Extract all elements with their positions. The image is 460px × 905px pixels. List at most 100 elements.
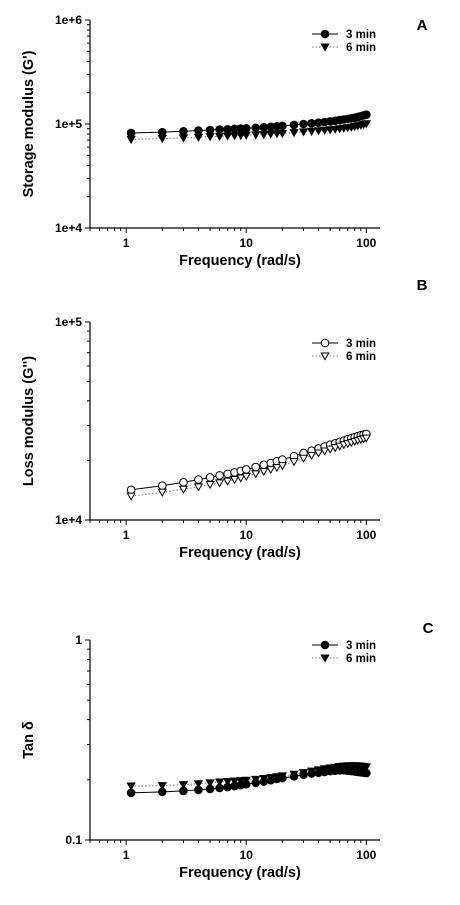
panel-a-y-tick-label-0: 1e+4: [55, 221, 82, 235]
panel-c-series-1-point: [178, 781, 189, 790]
panel-b-series-1-point: [251, 470, 261, 479]
panel-c: 1 10 100 0.1 1 Frequency (rad/s) Tan δ C 3 min6 …: [21, 620, 434, 881]
panel-b-legend-label-0: 3 min: [346, 338, 376, 350]
panel-b-series-1-point: [193, 483, 204, 492]
panel-a-series-0-point: [278, 121, 287, 131]
panel-c-x-tick-label-0: 1: [123, 848, 130, 862]
panel-a-series-1-point: [361, 120, 371, 129]
panel-a-series-1-point: [289, 129, 299, 138]
panel-b-y-tick-label-0: 1e+4: [55, 513, 82, 527]
panel-c-y-tick-label-1: 1: [75, 633, 82, 647]
panel-b-x-tick-label-1: 10: [240, 528, 254, 542]
panel-b-series-1-point: [306, 451, 317, 461]
panel-c-series-1-point: [361, 763, 371, 772]
panel-a-legend-label-1: 6 min: [346, 42, 376, 54]
panel-c-series-1-point: [157, 782, 167, 791]
panel-c-y-tick-label-0: 0.1: [65, 833, 82, 847]
panel-a-series-1-point: [259, 131, 269, 140]
panel-b-y-tick-label-1: 1e+5: [55, 315, 82, 329]
panel-a-series-0-point: [215, 125, 224, 134]
panel-c-series-1-point: [193, 780, 204, 789]
panel-a-series-0-point: [241, 123, 251, 133]
panel-a-series-1-point: [205, 133, 215, 142]
panel-a-series-0-point: [299, 119, 308, 129]
panel-a: 1 10 100 1e+4 1e+5 1e+6 Frequency (rad/s) Stora…: [21, 13, 428, 269]
panel-b-letter: B: [417, 277, 428, 294]
panel-b-series-1-point: [298, 454, 309, 463]
panel-a-series-0-point: [126, 128, 136, 138]
panel-a-series-0-point: [205, 125, 215, 135]
panel-b-series-0-point: [241, 465, 251, 474]
panel-a-series-0-point: [251, 123, 261, 133]
panel-b-legend-marker-1: [320, 352, 330, 361]
panel-c-series-1-point: [126, 782, 136, 791]
panel-c-series-1-point: [306, 767, 317, 776]
panel-b-legend-label-1: 6 min: [346, 351, 376, 363]
panel-c-legend-marker-1: [320, 654, 330, 663]
panel-a-series-1-point: [222, 132, 233, 141]
panel-a-series-1-point: [241, 131, 251, 140]
panel-b-series-1-point: [361, 434, 371, 443]
panel-c-series-1-point: [266, 774, 276, 783]
panel-b-series-0: 3 min: [126, 338, 376, 495]
panel-b-series-1-point: [330, 444, 340, 453]
panel-a-y-tick-label-2: 1e+6: [55, 13, 82, 27]
panel-b-series-1-point: [320, 447, 330, 456]
panel-b-series-0-point: [179, 478, 188, 487]
panel-c-legend-marker-0: [320, 640, 330, 650]
panel-b-series-1-point: [205, 481, 215, 490]
panel-a-series-0-point: [307, 119, 316, 128]
panel-a-series-1-point: [272, 130, 282, 139]
panel-b-series-1-point: [289, 458, 299, 467]
panel-a-series-0: 3 min: [126, 29, 376, 138]
panel-a-series-1-point: [229, 132, 240, 141]
panel-a-y-tick-label-1: 1e+5: [55, 117, 82, 131]
panel-c-series-1-point: [259, 774, 269, 784]
panel-a-series-0-point: [223, 124, 232, 134]
panel-b-series-1-point: [178, 485, 189, 494]
panel-b: 1 10 100 1e+4 1e+5 Frequency (rad/s) Loss modu…: [21, 277, 428, 561]
panel-b-series-1-point: [272, 464, 282, 473]
panel-b-series-1-point: [229, 476, 240, 485]
panel-b-series-0-point: [157, 481, 167, 491]
panel-b-series-0-point: [205, 473, 215, 482]
panel-b-series-0-point: [215, 471, 224, 480]
panel-c-series-1: 6 min: [126, 653, 376, 791]
panel-b-series-0-point: [251, 462, 261, 472]
panel-a-series-1-point: [306, 127, 317, 136]
panel-b-x-tick-label-0: 1: [123, 528, 130, 542]
panel-a-legend-label-0: 3 min: [346, 29, 376, 41]
panel-c-series-1-point: [222, 778, 233, 787]
panel-b-series-1-point: [325, 445, 335, 454]
panel-a-series-1-point: [178, 134, 189, 143]
panel-a-series-0-point: [157, 127, 167, 137]
panel-b-y-axis-title: Loss modulus (G''): [21, 356, 37, 486]
panel-c-y-axis-title: Tan δ: [21, 721, 37, 759]
panel-b-series-1-point: [241, 472, 251, 482]
panel-c-legend-label-1: 6 min: [346, 653, 376, 665]
panel-a-legend-marker-0: [320, 29, 330, 39]
panel-a-series-0-point: [194, 126, 203, 135]
panel-c-series-1-point: [229, 777, 240, 786]
panel-c-series-1-point: [236, 777, 246, 786]
panel-b-series-0-point: [126, 485, 136, 495]
panel-c-series-1-point: [205, 779, 215, 788]
panel-c-series-1-point: [277, 772, 288, 781]
panel-c-series-1-point: [214, 778, 225, 787]
panel-c-series-1-point: [272, 773, 282, 782]
panel-b-series-0-point: [259, 460, 269, 470]
panel-a-series-0-point: [289, 120, 299, 130]
panel-a-series-0-point: [179, 127, 188, 136]
panel-b-series-1-point: [277, 462, 288, 471]
panel-c-legend-label-0: 3 min: [346, 640, 376, 652]
panel-c-series-0: 3 min: [126, 640, 376, 798]
panel-b-series-0-point: [194, 475, 203, 484]
panel-a-series-1-point: [298, 128, 309, 137]
panel-b-x-tick-label-2: 100: [356, 528, 376, 542]
panel-c-series-1-point: [313, 766, 324, 775]
panel-c-series-1-point: [298, 769, 309, 778]
panel-a-x-axis-title: Frequency (rad/s): [179, 253, 301, 269]
panel-a-x-tick-label-1: 10: [240, 236, 254, 250]
